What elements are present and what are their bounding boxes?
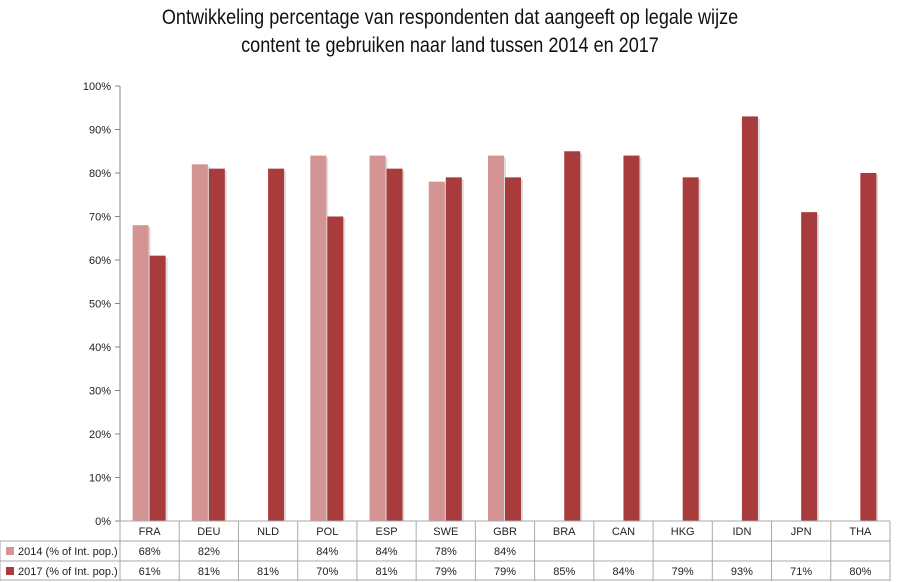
table-cell: 71% [790,566,812,578]
table-cell: 70% [316,566,338,578]
table-cell: 84% [376,546,398,558]
y-tick-label: 100% [83,81,111,93]
bar-HKG-2017 [682,177,699,521]
table-cell: 84% [316,546,338,558]
bar-BRA-2017 [564,151,581,521]
bar-POL-2014 [310,155,327,521]
y-tick-label: 60% [89,255,111,267]
table-cell: 79% [494,566,516,578]
x-tick-label: CAN [612,526,635,538]
x-tick-label: DEU [197,526,220,538]
y-tick-label: 50% [89,299,111,311]
bar-SWE-2014 [428,181,445,521]
table-cell: 79% [435,566,457,578]
legend-swatch [6,567,14,575]
table-cell: 80% [849,566,871,578]
table-cell: 84% [612,566,634,578]
table-cell: 93% [731,566,753,578]
bar-CAN-2017 [623,155,640,521]
legend-label: 2017 (% of Int. pop.) [18,566,118,578]
y-tick-label: 20% [89,429,111,441]
table-cell: 79% [672,566,694,578]
bar-ESP-2014 [369,155,386,521]
bar-SWE-2017 [445,177,462,521]
table-cell: 81% [257,566,279,578]
bar-FRA-2014 [132,225,149,521]
bar-DEU-2014 [191,164,208,522]
y-tick-label: 70% [89,212,111,224]
x-tick-label: GBR [493,526,517,538]
title-line-2: content te gebruiken naar land tussen 20… [241,34,659,57]
chart-title: Ontwikkeling percentage van respondenten… [63,4,837,60]
bar-NLD-2017 [268,168,285,521]
y-tick-label: 10% [89,473,111,485]
table-cell: 61% [139,566,161,578]
table-cell: 85% [553,566,575,578]
x-tick-label: POL [316,526,338,538]
bar-ESP-2017 [386,168,403,521]
bar-DEU-2017 [208,168,225,521]
table-cell: 84% [494,546,516,558]
y-tick-label: 30% [89,386,111,398]
x-tick-label: IDN [732,526,751,538]
x-tick-label: SWE [433,526,458,538]
y-tick-label: 0% [95,516,111,528]
bar-IDN-2017 [741,116,758,521]
title-line-1: Ontwikkeling percentage van respondenten… [161,6,739,29]
table-cell: 68% [139,546,161,558]
bar-GBR-2014 [488,155,504,521]
x-tick-label: FRA [139,526,162,538]
x-tick-label: THA [849,526,872,538]
x-tick-label: HKG [671,526,695,538]
y-tick-label: 40% [89,342,111,354]
table-cell: 78% [435,546,457,558]
bar-THA-2017 [860,173,877,521]
x-tick-label: ESP [376,526,398,538]
legend-swatch [6,547,14,555]
table-cell: 82% [198,546,220,558]
y-tick-label: 80% [89,168,111,180]
bar-GBR-2017 [505,177,521,521]
bar-FRA-2017 [149,255,166,521]
y-tick-label: 90% [89,125,111,137]
x-tick-label: NLD [257,526,279,538]
x-tick-label: BRA [553,526,576,538]
bar-POL-2017 [327,216,344,521]
table-cell: 81% [198,566,220,578]
x-tick-label: JPN [791,526,812,538]
table-cell: 81% [376,566,398,578]
bar-JPN-2017 [801,212,818,521]
legend-label: 2014 (% of Int. pop.) [18,546,118,558]
